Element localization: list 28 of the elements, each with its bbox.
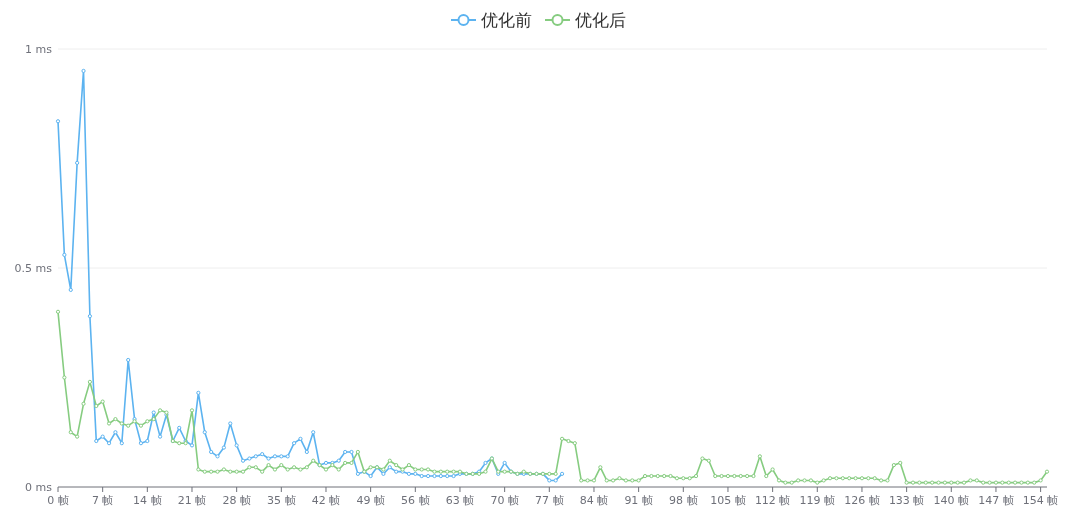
x-tick-label: 21 帧: [177, 494, 207, 507]
x-tick-label: 154 帧: [1022, 494, 1059, 507]
x-tick-label: 112 帧: [754, 494, 791, 507]
x-tick-label: 7 帧: [91, 494, 114, 507]
y-tick-label: 1 ms: [25, 43, 53, 56]
x-tick-label: 140 帧: [933, 494, 970, 507]
x-tick-label: 91 帧: [624, 494, 653, 507]
x-tick-label: 42 帧: [311, 494, 341, 507]
legend-label: 优化后: [575, 10, 626, 30]
y-tick-label: 0.5 ms: [14, 262, 53, 275]
legend-label: 优化前: [481, 10, 532, 30]
x-tick-label: 35 帧: [267, 494, 296, 507]
x-tick-label: 98 帧: [669, 494, 698, 507]
x-tick-label: 0 帧: [47, 494, 69, 507]
x-tick-label: 56 帧: [401, 494, 430, 507]
x-tick-label: 147 帧: [978, 494, 1014, 507]
x-tick-label: 63 帧: [445, 494, 475, 507]
x-tick-label: 105 帧: [710, 494, 746, 507]
x-tick-label: 70 帧: [490, 494, 519, 507]
x-tick-label: 77 帧: [535, 494, 564, 507]
x-tick-label: 49 帧: [356, 494, 385, 507]
x-tick-label: 133 帧: [888, 494, 925, 507]
x-tick-label: 28 帧: [222, 494, 251, 507]
x-tick-label: 14 帧: [133, 494, 162, 507]
x-tick-label: 119 帧: [799, 494, 836, 507]
y-tick-label: 0 ms: [25, 481, 53, 494]
x-tick-label: 84 帧: [579, 494, 609, 507]
x-tick-label: 126 帧: [844, 494, 880, 507]
